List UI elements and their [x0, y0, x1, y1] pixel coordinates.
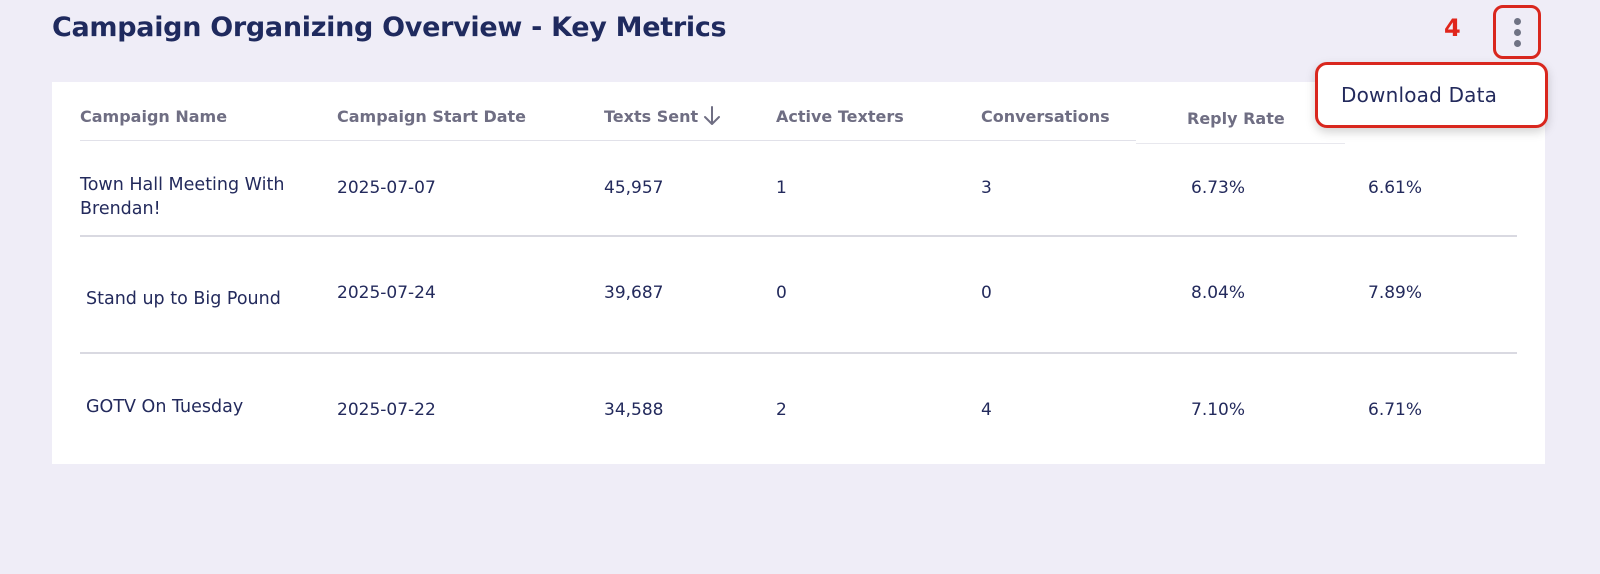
active-texters-cell: 2: [776, 400, 787, 420]
header-divider: [1136, 143, 1345, 144]
active-texters-cell: 1: [776, 178, 787, 198]
header-divider: [80, 140, 1136, 141]
metric-cell: 6.71%: [1368, 400, 1423, 420]
reply-rate-cell: 8.04%: [1191, 283, 1246, 303]
metrics-table-card: [52, 82, 1545, 464]
start-date-cell: 2025-07-24: [337, 283, 436, 303]
conversations-cell: 3: [981, 178, 992, 198]
texts-sent-cell: 45,957: [604, 178, 664, 198]
column-header-campaign-name[interactable]: Campaign Name: [80, 107, 228, 126]
column-header-reply-rate[interactable]: Reply Rate: [1187, 109, 1285, 128]
arrow-down-icon[interactable]: [702, 105, 722, 127]
active-texters-cell: 0: [776, 283, 787, 303]
reply-rate-cell: 6.73%: [1191, 178, 1246, 198]
texts-sent-cell: 34,588: [604, 400, 664, 420]
row-divider: [80, 352, 1517, 354]
conversations-cell: 0: [981, 283, 992, 303]
campaign-name-cell[interactable]: GOTV On Tuesday: [86, 397, 244, 417]
column-header-texts-sent[interactable]: Texts Sent: [604, 107, 699, 126]
campaign-name-cell[interactable]: Town Hall Meeting With Brendan!: [80, 175, 285, 219]
options-dropdown: Download Data: [1315, 62, 1548, 128]
column-header-campaign-start-date[interactable]: Campaign Start Date: [337, 107, 527, 126]
more-options-button[interactable]: [1493, 5, 1541, 59]
start-date-cell: 2025-07-07: [337, 178, 436, 198]
metric-cell: 6.61%: [1368, 178, 1423, 198]
reply-rate-cell: 7.10%: [1191, 400, 1246, 420]
column-header-active-texters[interactable]: Active Texters: [776, 107, 904, 126]
metric-cell: 7.89%: [1368, 283, 1423, 303]
conversations-cell: 4: [981, 400, 992, 420]
page-title: Campaign Organizing Overview - Key Metri…: [52, 12, 727, 43]
campaign-name-cell[interactable]: Stand up to Big Pound: [86, 289, 281, 309]
column-header-conversations[interactable]: Conversations: [981, 107, 1110, 126]
step-number-annotation: 4: [1444, 14, 1461, 42]
download-data-menu-item[interactable]: Download Data: [1341, 83, 1498, 107]
row-divider: [80, 235, 1517, 237]
texts-sent-cell: 39,687: [604, 283, 664, 303]
start-date-cell: 2025-07-22: [337, 400, 436, 420]
more-vertical-icon: [1513, 17, 1521, 25]
